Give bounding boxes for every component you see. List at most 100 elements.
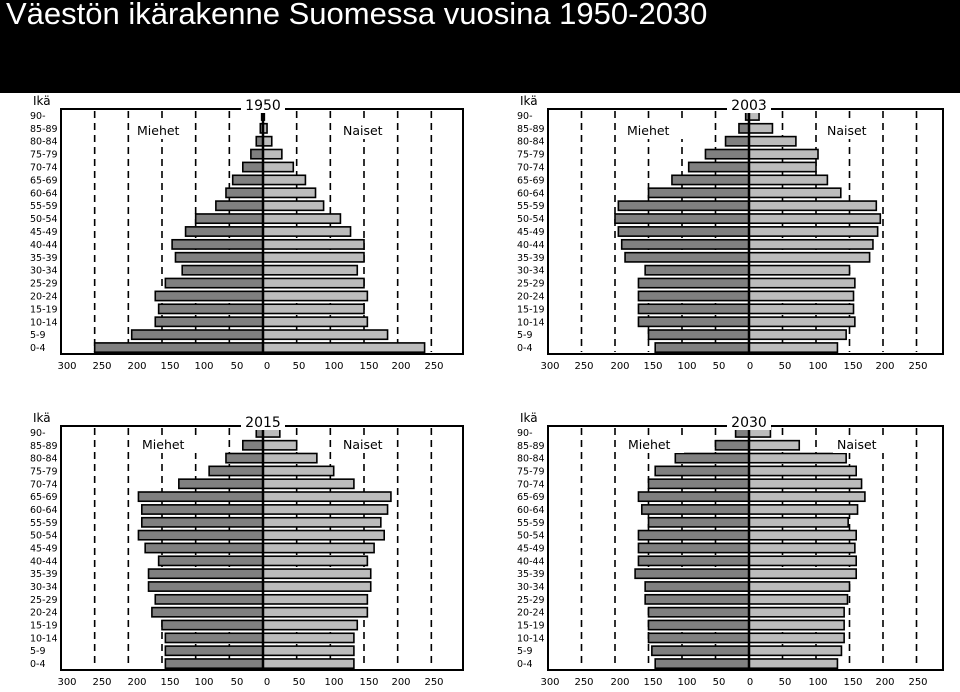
age-label: 75-79 (30, 150, 58, 161)
x-tick-label: 50 (713, 361, 726, 372)
age-label: 45-49 (517, 227, 545, 238)
bar-men-55-59 (647, 516, 750, 528)
age-label: 65-69 (517, 492, 545, 503)
age-label: 90- (517, 428, 533, 439)
bar-men-20-24 (154, 290, 264, 302)
bar-men-10-14 (164, 632, 264, 644)
bar-women-20-24 (262, 606, 369, 618)
x-tick-label: 250 (908, 677, 927, 688)
year-title: 1950 (245, 98, 281, 114)
bar-women-25-29 (748, 593, 849, 605)
year-title: 2003 (731, 98, 767, 114)
age-label: 55-59 (30, 201, 58, 212)
bar-men-15-19 (161, 619, 264, 631)
legend-men: Miehet (627, 123, 670, 138)
age-label: 10-14 (517, 317, 545, 328)
year-title-bg (241, 100, 285, 113)
bar-women-25-29 (748, 277, 856, 289)
bar-men-15-19 (157, 303, 264, 315)
age-label: 0-4 (517, 659, 533, 670)
bar-women-20-24 (748, 606, 845, 618)
age-label: 70-74 (517, 479, 545, 490)
bar-women-15-19 (262, 303, 365, 315)
bar-men-0-4 (654, 342, 750, 353)
bar-men-5-9 (651, 645, 750, 657)
age-label: 35-39 (517, 253, 545, 264)
bar-men-15-19 (637, 303, 750, 315)
x-tick-label: 150 (643, 361, 662, 372)
legend-men: Miehet (628, 437, 671, 452)
bar-women-30-34 (748, 581, 851, 592)
bar-men-25-29 (154, 593, 264, 605)
x-tick-label: 200 (610, 677, 629, 688)
age-label: 90- (517, 111, 533, 122)
age-axis-label: Ikä (33, 94, 51, 108)
x-tick-label: 50 (231, 677, 244, 688)
x-tick-label: 200 (127, 677, 146, 688)
page-title: Väestön ikärakenne Suomessa vuosina 1950… (6, 0, 708, 31)
bar-men-0-4 (93, 342, 264, 353)
bar-women-45-49 (262, 542, 375, 554)
age-label: 30-34 (517, 266, 545, 277)
bar-women-80-84 (748, 135, 797, 147)
age-label: 35-39 (30, 569, 58, 580)
bar-men-75-79 (704, 148, 750, 160)
x-tick-label: 150 (359, 677, 378, 688)
bar-men-70-74 (242, 161, 264, 173)
bar-men-35-39 (174, 251, 264, 263)
bar-men-80-84 (225, 452, 264, 464)
x-tick-label: 300 (57, 361, 76, 372)
age-label: 30-34 (517, 582, 545, 593)
legend-bg (833, 437, 889, 453)
age-label: 30-34 (30, 266, 58, 277)
bar-men-20-24 (151, 606, 264, 618)
x-tick-label: 100 (194, 677, 213, 688)
bar-men-70-74 (647, 478, 750, 490)
bar-men-30-34 (147, 581, 264, 592)
bar-women-20-24 (748, 290, 855, 302)
bar-women-5-9 (262, 329, 389, 341)
bar-men-30-34 (181, 264, 264, 276)
bar-men-5-9 (647, 329, 750, 341)
bar-women-10-14 (262, 316, 369, 328)
bar-women-65-69 (748, 491, 866, 503)
bar-men-75-79 (654, 465, 750, 477)
bar-women-10-14 (748, 316, 856, 328)
year-title-bg (241, 417, 285, 430)
bar-men-40-44 (171, 238, 264, 250)
age-label: 20-24 (517, 291, 545, 302)
bar-women-65-69 (748, 174, 829, 186)
x-tick-label: 200 (391, 361, 410, 372)
bar-men-80-84 (674, 452, 750, 464)
bar-men-70-74 (178, 478, 264, 490)
age-label: 55-59 (517, 518, 545, 529)
bar-men-25-29 (637, 277, 750, 289)
bar-women-80-84 (748, 452, 847, 464)
x-tick-label: 0 (747, 361, 753, 372)
x-tick-label: 50 (779, 677, 792, 688)
x-tick-label: 300 (540, 361, 559, 372)
age-label: 10-14 (30, 633, 58, 644)
bar-women-65-69 (262, 491, 392, 503)
age-label: 20-24 (517, 608, 545, 619)
bar-men-45-49 (637, 542, 750, 554)
legend-bg (624, 437, 684, 453)
population-pyramids: 0-45-910-1415-1920-2425-2930-3435-3940-4… (30, 94, 944, 688)
bar-women-55-59 (748, 200, 878, 212)
bar-men-85-89 (714, 439, 750, 451)
bar-men-85-89 (242, 439, 264, 451)
age-label: 25-29 (517, 279, 545, 290)
age-label: 85-89 (517, 441, 545, 452)
bar-men-45-49 (184, 226, 264, 237)
bar-men-35-39 (624, 251, 750, 263)
bar-women-60-64 (262, 187, 317, 199)
chart-stage: 0-4 5-9 10-14 15-19 20-24 25-29 30-34 35-39 40-4… (0, 93, 960, 692)
age-label: 5-9 (30, 330, 46, 341)
bar-women-70-74 (748, 478, 863, 490)
bar-women-30-34 (748, 264, 851, 276)
bar-men-50-54 (614, 213, 750, 225)
bar-women-50-54 (748, 213, 882, 225)
age-label: 0-4 (30, 343, 46, 354)
bar-men-60-64 (141, 504, 264, 515)
